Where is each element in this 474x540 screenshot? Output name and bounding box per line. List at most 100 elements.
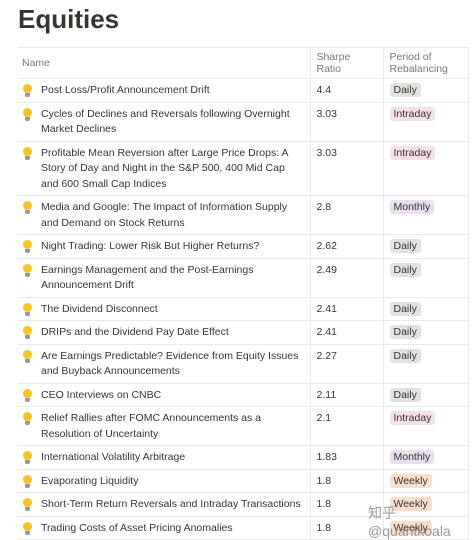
table-row[interactable]: CEO Interviews on CNBC 2.11 Daily: [18, 383, 469, 407]
row-name[interactable]: Profitable Mean Reversion after Large Pr…: [41, 146, 288, 190]
table-row[interactable]: Evaporating Liquidity 1.8 Weekly: [18, 469, 469, 493]
sharpe-ratio: 1.8: [309, 469, 383, 493]
bulb-icon: [23, 263, 32, 277]
row-name[interactable]: Post Loss/Profit Announcement Drift: [41, 84, 210, 96]
column-header[interactable]: Name: [18, 47, 310, 79]
name-wrap: Trading Costs of Asset Pricing Anomalies: [20, 521, 304, 537]
table-row[interactable]: Are Earnings Predictable? Evidence from …: [18, 344, 469, 384]
watermark: 知乎 @quantkoala: [368, 505, 451, 539]
name-cell: Are Earnings Predictable? Evidence from …: [18, 344, 310, 384]
table-row[interactable]: Relief Rallies after FOMC Announcements …: [18, 406, 469, 446]
row-name[interactable]: Earnings Management and the Post-Earning…: [41, 263, 254, 292]
row-name[interactable]: Are Earnings Predictable? Evidence from …: [41, 349, 299, 378]
period-tag: Daily: [389, 325, 421, 339]
name-wrap: The Dividend Disconnect: [20, 302, 304, 318]
name-cell: Short-Term Return Reversals and Intraday…: [18, 492, 310, 517]
name-wrap: Relief Rallies after FOMC Announcements …: [20, 411, 304, 442]
name-cell: Night Trading: Lower Risk But Higher Ret…: [18, 234, 310, 259]
row-name[interactable]: International Volatility Arbitrage: [41, 451, 186, 463]
period-tag: Daily: [389, 301, 421, 316]
bulb-icon: [23, 302, 32, 316]
name-cell: Profitable Mean Reversion after Large Pr…: [18, 141, 310, 196]
name-cell: CEO Interviews on CNBC: [18, 383, 310, 407]
period-tag: Weekly: [389, 497, 432, 511]
name-wrap: Media and Google: The Impact of Informat…: [20, 200, 304, 231]
period-tag: Weekly: [389, 473, 432, 488]
name-wrap: Night Trading: Lower Risk But Higher Ret…: [20, 239, 304, 255]
table-row[interactable]: Post Loss/Profit Announcement Drift 4.4 Da…: [18, 78, 469, 103]
period-cell: Weekly: [382, 469, 469, 493]
period-cell: Daily: [382, 297, 469, 321]
period-tag: Intraday: [389, 145, 436, 160]
sharpe-ratio: 2.1: [309, 406, 383, 446]
row-name[interactable]: DRIPs and the Dividend Pay Date Effect: [41, 326, 229, 338]
period-tag: Monthly: [389, 450, 435, 464]
sharpe-ratio: 2.62: [309, 234, 383, 259]
sharpe-ratio: 2.11: [309, 383, 383, 407]
row-name[interactable]: Evaporating Liquidity: [41, 474, 139, 487]
table-row[interactable]: Media and Google: The Impact of Informat…: [18, 195, 469, 235]
table-row[interactable]: Cycles of Declines and Reversals followi…: [18, 102, 469, 142]
column-header[interactable]: Sharpe Ratio: [309, 47, 383, 79]
bulb-icon: [23, 107, 32, 121]
bulb-icon: [23, 146, 32, 160]
name-wrap: Short-Term Return Reversals and Intraday…: [20, 497, 304, 513]
row-name[interactable]: Short-Term Return Reversals and Intraday…: [41, 498, 301, 510]
row-name[interactable]: Cycles of Declines and Reversals followi…: [41, 107, 290, 136]
sharpe-ratio: 2.27: [309, 344, 383, 384]
name-cell: Cycles of Declines and Reversals followi…: [18, 102, 310, 142]
table-row[interactable]: Earnings Management and the Post-Earning…: [18, 258, 469, 298]
name-wrap: International Volatility Arbitrage: [20, 450, 304, 466]
header-row: Name Sharpe Ratio Period of Rebalancing: [18, 47, 469, 79]
period-cell: Monthly: [382, 445, 469, 470]
row-name[interactable]: Trading Costs of Asset Pricing Anomalies: [41, 521, 233, 534]
column-header[interactable]: Period of Rebalancing: [382, 47, 469, 79]
name-wrap: Earnings Management and the Post-Earning…: [20, 263, 304, 294]
period-tag: Daily: [389, 387, 421, 402]
table-row[interactable]: Night Trading: Lower Risk But Higher Ret…: [18, 234, 469, 259]
name-wrap: Post Loss/Profit Announcement Drift: [20, 83, 304, 99]
period-cell: Monthly: [382, 195, 469, 235]
sharpe-ratio: 2.41: [309, 297, 383, 321]
sharpe-ratio: 2.49: [309, 258, 383, 298]
bulb-icon: [23, 474, 32, 488]
name-cell: The Dividend Disconnect: [18, 297, 310, 321]
name-wrap: Cycles of Declines and Reversals followi…: [20, 107, 304, 138]
name-cell: Post Loss/Profit Announcement Drift: [18, 78, 310, 103]
table-row[interactable]: International Volatility Arbitrage 1.83 Mo…: [18, 445, 469, 470]
row-name[interactable]: Night Trading: Lower Risk But Higher Ret…: [41, 240, 260, 252]
period-tag: Daily: [389, 239, 421, 253]
name-wrap: DRIPs and the Dividend Pay Date Effect: [20, 325, 304, 341]
sharpe-ratio: 4.4: [309, 78, 383, 103]
period-cell: Daily: [382, 234, 469, 259]
table-row[interactable]: The Dividend Disconnect 2.41 Daily: [18, 297, 469, 321]
data-table: Name Sharpe Ratio Period of Rebalancing …: [18, 47, 469, 540]
period-tag: Daily: [389, 83, 421, 97]
period-cell: Intraday: [382, 141, 469, 196]
sharpe-ratio: 1.83: [309, 445, 383, 470]
period-cell: Daily: [382, 344, 469, 384]
period-cell: Intraday: [382, 406, 469, 446]
row-name[interactable]: CEO Interviews on CNBC: [41, 388, 162, 401]
row-name[interactable]: Media and Google: The Impact of Informat…: [41, 201, 288, 229]
table-row[interactable]: Profitable Mean Reversion after Large Pr…: [18, 141, 469, 196]
name-wrap: CEO Interviews on CNBC: [20, 388, 304, 404]
table-row[interactable]: Short-Term Return Reversals and Intraday…: [18, 492, 469, 517]
period-cell: Daily: [382, 320, 469, 345]
page-title: Equities: [18, 4, 120, 34]
period-cell: Daily: [382, 383, 469, 407]
bulb-icon: [23, 201, 32, 214]
name-wrap: Are Earnings Predictable? Evidence from …: [20, 349, 304, 380]
name-wrap: Profitable Mean Reversion after Large Pr…: [20, 146, 304, 193]
period-tag: Weekly: [389, 520, 432, 535]
sharpe-ratio: 3.03: [309, 141, 383, 196]
bulb-icon: [23, 388, 32, 402]
row-name[interactable]: Relief Rallies after FOMC Announcements …: [41, 412, 262, 440]
table-row[interactable]: DRIPs and the Dividend Pay Date Effect 2.…: [18, 320, 469, 345]
row-name[interactable]: The Dividend Disconnect: [41, 302, 158, 315]
period-tag: Intraday: [389, 411, 436, 425]
period-cell: Daily: [382, 78, 469, 103]
table-body: Post Loss/Profit Announcement Drift 4.4 Da…: [18, 78, 469, 540]
period-tag: Monthly: [389, 200, 435, 214]
